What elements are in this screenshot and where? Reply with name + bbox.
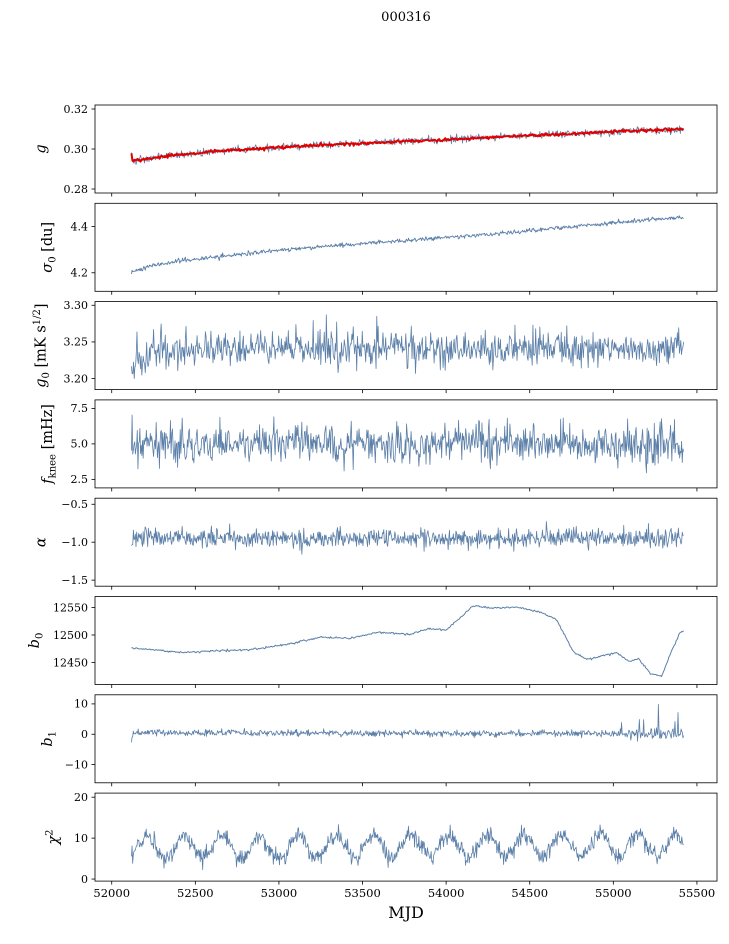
series-g-fit [130, 127, 685, 163]
axes-spines [94, 694, 718, 784]
x-tick-label: 55500 [679, 886, 716, 900]
y-axis-label-g: g [33, 144, 49, 153]
panel-b1: −10 0 10 b1 [40, 694, 718, 787]
y-tick-label: 3.30 [64, 299, 89, 312]
y-tick-label: 0.30 [64, 143, 89, 156]
chart-title: 000316 [381, 10, 431, 25]
y-axis-label-alpha: α [33, 537, 49, 547]
y-tick-label: 7.5 [71, 402, 89, 415]
y-tick-label: 12450 [53, 656, 88, 669]
panel-alpha: −1.5 −1.0 −0.5 α [33, 497, 718, 590]
series-b0 [131, 605, 684, 678]
y-tick-label: 0.32 [64, 103, 89, 116]
series-b1 [131, 704, 684, 743]
y-axis-label-fknee: fknee [mHz] [40, 404, 59, 485]
y-tick-label: 12550 [53, 601, 88, 614]
panel-chi2: 0 10 20 52000 52500 53000 53500 54000 54500 55000… [45, 791, 718, 900]
series-alpha [131, 521, 684, 555]
y-tick-label: 0.28 [64, 183, 89, 196]
axes-spines [94, 596, 718, 685]
x-tick-label: 53500 [344, 886, 381, 900]
axes-spines [94, 301, 718, 391]
y-tick-label: 12500 [53, 629, 88, 642]
x-tick-label: 53000 [261, 886, 298, 900]
axes-spines [94, 202, 718, 292]
axes-spines [94, 792, 718, 882]
y-tick-label: 10 [74, 832, 88, 845]
x-tick-label: 55000 [595, 886, 632, 900]
y-axis-label-sigma0: σ0 [du] [40, 222, 59, 273]
y-tick-label: 0 [81, 873, 88, 886]
y-axis-label-chi2: χ2 [45, 830, 63, 846]
x-axis-label: MJD [388, 903, 424, 922]
panel-b0: 12450 12500 12550 b0 [27, 596, 718, 688]
series-chi2 [131, 824, 684, 871]
x-tick-label: 54000 [428, 886, 465, 900]
panel-sigma0: 4.2 4.4 σ0 [du] [40, 202, 718, 295]
axes-spines [94, 497, 718, 587]
y-tick-label: 3.25 [64, 336, 89, 349]
panel-fknee: 2.5 5.0 7.5 fknee [mHz] [40, 399, 718, 492]
series-g0 [131, 314, 684, 379]
axes-spines [94, 104, 718, 194]
y-tick-label: 2.5 [71, 473, 89, 486]
x-tick-label: 52000 [93, 886, 130, 900]
panel-g0: 3.20 3.25 3.30 g0 [mK s1/2] [32, 299, 718, 394]
panel-g: 0.28 0.30 0.32 g [33, 103, 718, 197]
y-tick-label: 4.2 [71, 267, 89, 280]
y-tick-label: 10 [74, 698, 88, 711]
y-axis-label-g0: g0 [mK s1/2] [32, 303, 52, 387]
x-tick-label: 54500 [511, 886, 548, 900]
y-tick-label: 5.0 [71, 438, 89, 451]
y-tick-label: 0 [81, 728, 88, 741]
series-fknee [131, 414, 684, 474]
y-tick-label: 20 [74, 791, 88, 804]
series-sigma0 [131, 215, 684, 275]
y-tick-label: 4.4 [71, 220, 89, 233]
y-tick-label: 3.20 [64, 372, 89, 385]
y-tick-label: −1.5 [61, 574, 88, 587]
y-axis-label-b1: b1 [40, 731, 59, 747]
x-tick-label: 52500 [177, 886, 214, 900]
y-tick-label: −0.5 [61, 498, 88, 511]
y-tick-label: −1.0 [61, 536, 88, 549]
y-tick-label: −10 [65, 758, 88, 771]
y-axis-label-b0: b0 [27, 633, 46, 649]
axes-spines [94, 399, 718, 489]
